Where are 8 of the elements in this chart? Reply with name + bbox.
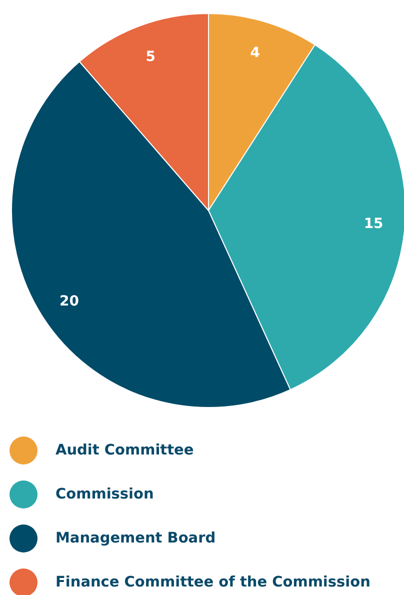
data-label: 4 [250, 45, 260, 62]
legend-label: Management Board [56, 530, 216, 546]
legend-label: Finance Committee of the Commission [56, 574, 370, 590]
legend-label: Audit Committee [56, 442, 194, 458]
data-label: 5 [146, 48, 156, 65]
legend-label: Commission [56, 486, 154, 502]
data-label: 15 [364, 216, 384, 232]
data-label: 20 [60, 293, 80, 310]
